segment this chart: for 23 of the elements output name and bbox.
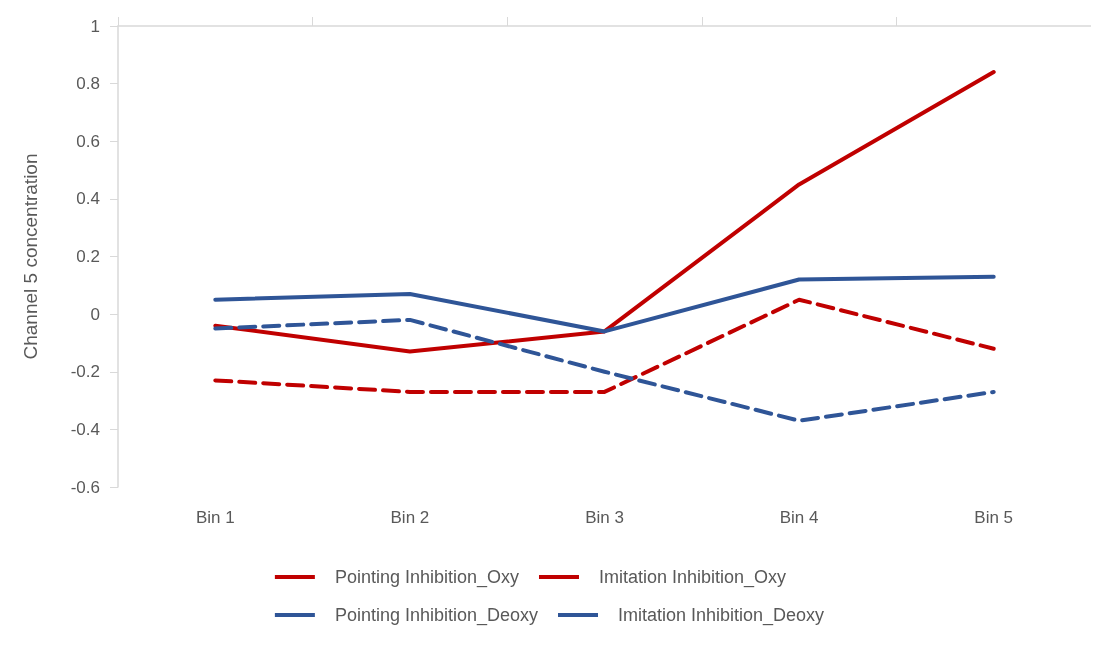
x-tick-label: Bin 4: [779, 508, 819, 527]
y-tick-label: 1: [90, 16, 100, 36]
y-tick-label: 0.4: [76, 189, 100, 209]
legend-label: Imitation Inhibition_Deoxy: [618, 605, 825, 626]
y-tick-label: 0.6: [76, 131, 100, 151]
y-axis-title: Channel 5 concentration: [20, 153, 41, 360]
y-tick-label: 0.8: [76, 74, 100, 94]
x-tick-label: Bin 1: [195, 508, 235, 527]
line-series: [213, 70, 996, 354]
legend-label: Imitation Inhibition_Oxy: [598, 567, 787, 588]
line-series: [213, 317, 996, 423]
line-series: [213, 297, 996, 394]
x-tick-label: Bin 3: [585, 508, 624, 527]
line-series: [213, 274, 996, 334]
y-tick-label: 0: [90, 304, 100, 324]
legend-label: Pointing Inhibition_Deoxy: [334, 605, 539, 626]
y-tick-label: 0.2: [76, 247, 100, 266]
y-tick-label: -0.2: [70, 362, 100, 382]
x-tick-label: Bin 5: [974, 508, 1014, 527]
y-tick-label: -0.4: [70, 419, 100, 439]
y-tick-label: -0.6: [70, 477, 100, 497]
legend-label: Pointing Inhibition_Oxy: [334, 567, 519, 588]
x-tick-label: Bin 2: [390, 508, 430, 527]
